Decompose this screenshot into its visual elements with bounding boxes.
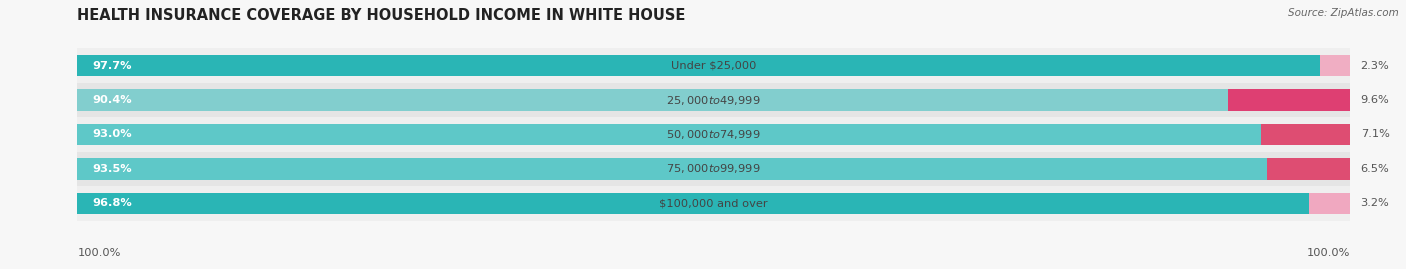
Text: $50,000 to $74,999: $50,000 to $74,999 xyxy=(666,128,761,141)
Text: 2.3%: 2.3% xyxy=(1360,61,1389,71)
Text: $25,000 to $49,999: $25,000 to $49,999 xyxy=(666,94,761,107)
Text: HEALTH INSURANCE COVERAGE BY HOUSEHOLD INCOME IN WHITE HOUSE: HEALTH INSURANCE COVERAGE BY HOUSEHOLD I… xyxy=(77,8,686,23)
Bar xyxy=(1261,124,1351,145)
Text: 93.0%: 93.0% xyxy=(93,129,132,140)
Text: $100,000 and over: $100,000 and over xyxy=(659,198,768,208)
Bar xyxy=(77,89,1227,111)
Bar xyxy=(77,186,1350,221)
Bar xyxy=(77,48,1350,83)
Text: 97.7%: 97.7% xyxy=(93,61,132,71)
Text: 7.1%: 7.1% xyxy=(1361,129,1391,140)
Text: $75,000 to $99,999: $75,000 to $99,999 xyxy=(666,162,761,175)
Text: 3.2%: 3.2% xyxy=(1360,198,1389,208)
Text: 90.4%: 90.4% xyxy=(93,95,132,105)
Text: 100.0%: 100.0% xyxy=(77,248,121,258)
Bar xyxy=(77,83,1350,117)
Bar xyxy=(1267,158,1350,180)
Text: 100.0%: 100.0% xyxy=(1306,248,1350,258)
Bar xyxy=(1309,193,1350,214)
Bar xyxy=(1320,55,1350,76)
Text: 9.6%: 9.6% xyxy=(1360,95,1389,105)
Bar xyxy=(77,55,1320,76)
Text: 6.5%: 6.5% xyxy=(1360,164,1389,174)
Bar xyxy=(1227,89,1350,111)
Text: Source: ZipAtlas.com: Source: ZipAtlas.com xyxy=(1288,8,1399,18)
Bar xyxy=(77,158,1267,180)
Text: Under $25,000: Under $25,000 xyxy=(671,61,756,71)
Text: 96.8%: 96.8% xyxy=(93,198,132,208)
Bar xyxy=(77,193,1309,214)
Text: 93.5%: 93.5% xyxy=(93,164,132,174)
Bar xyxy=(77,152,1350,186)
Bar xyxy=(77,117,1350,152)
Bar xyxy=(77,124,1261,145)
